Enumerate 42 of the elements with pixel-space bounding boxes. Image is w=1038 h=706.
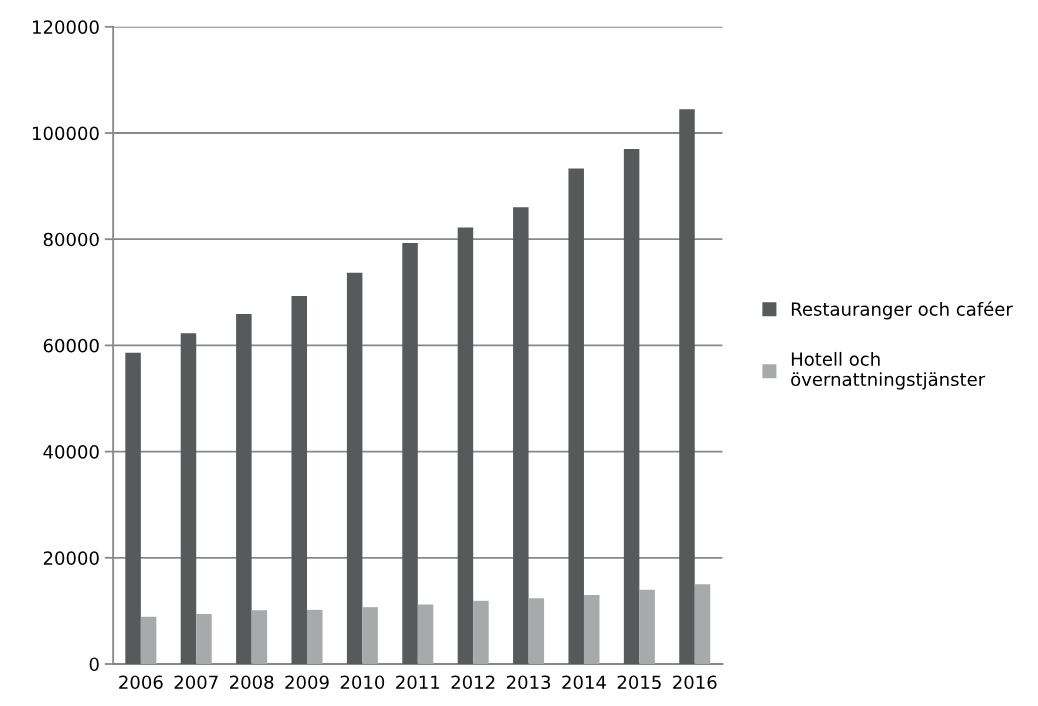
bar — [568, 168, 584, 664]
bar — [528, 598, 545, 664]
bar — [639, 589, 655, 664]
y-tick-label: 120000 — [33, 20, 99, 34]
x-tick-label: 2014 — [562, 675, 606, 690]
bar — [180, 333, 197, 664]
y-tick-label: 60000 — [43, 338, 99, 353]
legend-label: Restauranger och caféer — [791, 301, 1013, 320]
x-tick-label: 2008 — [229, 675, 274, 690]
y-tick-label: 0 — [89, 657, 99, 672]
x-tick-label: 2011 — [396, 675, 440, 690]
bar — [140, 616, 157, 664]
bar — [473, 600, 489, 664]
bar — [236, 314, 252, 664]
x-tick-label: 2016 — [673, 675, 717, 690]
x-tick-label: 2007 — [174, 675, 218, 690]
bar — [583, 594, 600, 664]
x-tick-label: 2006 — [119, 675, 163, 690]
bar — [346, 272, 363, 664]
bar — [417, 604, 434, 664]
bar — [362, 607, 378, 664]
bar — [125, 352, 141, 664]
y-tick-label: 40000 — [43, 445, 99, 459]
x-tick-label: 2009 — [285, 675, 329, 690]
bar — [694, 584, 711, 664]
bar — [307, 609, 323, 664]
bar — [402, 242, 418, 664]
y-tick-label: 100000 — [33, 126, 99, 141]
bar — [251, 610, 268, 664]
x-tick-label: 2012 — [451, 675, 495, 690]
x-tick-label: 2010 — [340, 675, 385, 690]
bar — [679, 109, 695, 664]
bar — [513, 207, 529, 664]
bar — [457, 227, 474, 664]
bar — [623, 148, 640, 664]
bar — [196, 614, 212, 664]
x-tick-label: 2015 — [617, 675, 661, 690]
y-tick-label: 80000 — [43, 232, 99, 247]
y-tick-label: 20000 — [43, 551, 99, 565]
x-tick-label: 2013 — [506, 675, 551, 690]
legend-label: Hotell och övernattningstjänster — [791, 351, 986, 390]
bar — [291, 296, 308, 664]
